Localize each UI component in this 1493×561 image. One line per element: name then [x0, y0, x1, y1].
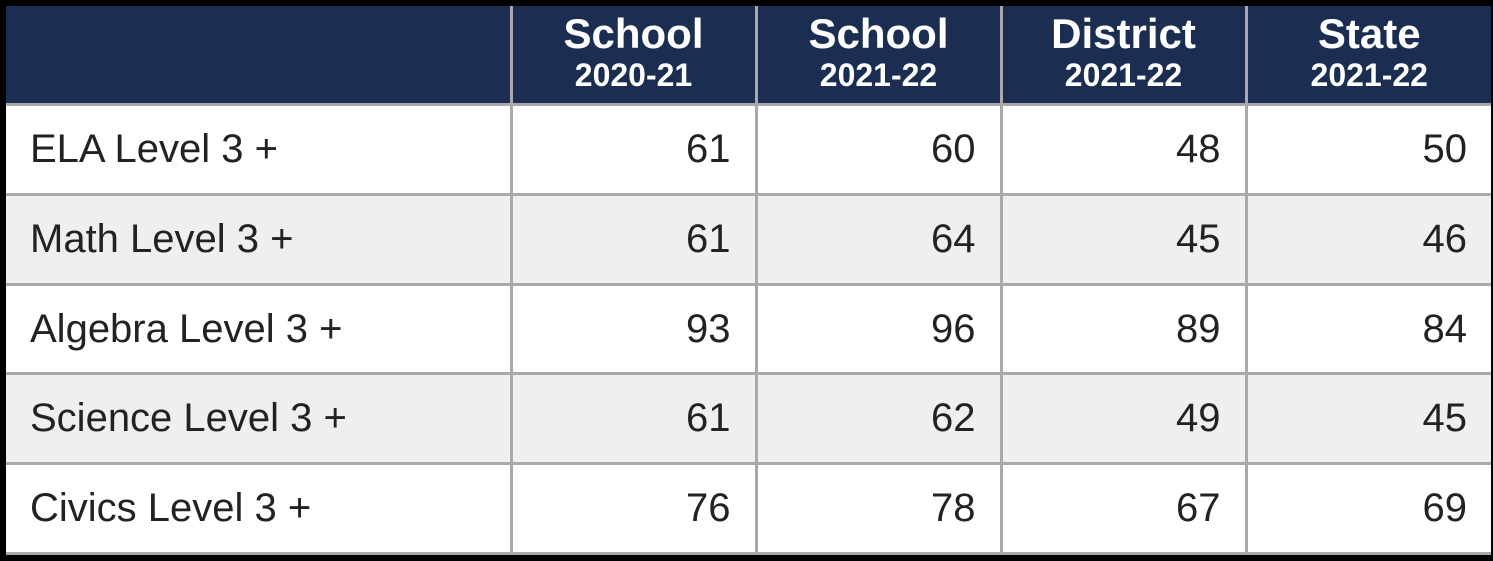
cell-value: 62	[756, 374, 1001, 464]
achievement-table: School 2020-21 School 2021-22 District 2…	[6, 6, 1491, 555]
table-header-row: School 2020-21 School 2021-22 District 2…	[6, 6, 1491, 105]
cell-value: 50	[1246, 105, 1491, 195]
cell-value: 89	[1001, 284, 1246, 374]
cell-value: 61	[511, 195, 756, 285]
cell-value: 61	[511, 105, 756, 195]
cell-value: 69	[1246, 464, 1491, 554]
column-header-title: District	[1011, 12, 1237, 56]
table-row: ELA Level 3 + 61 60 48 50	[6, 105, 1491, 195]
table-row: Math Level 3 + 61 64 45 46	[6, 195, 1491, 285]
cell-value: 48	[1001, 105, 1246, 195]
cell-value: 96	[756, 284, 1001, 374]
column-header-district-2021-22: District 2021-22	[1001, 6, 1246, 105]
cell-value: 61	[511, 374, 756, 464]
column-header-title: School	[521, 12, 747, 56]
column-header-title: State	[1256, 12, 1484, 56]
cell-value: 45	[1246, 374, 1491, 464]
cell-value: 78	[756, 464, 1001, 554]
column-header-metric	[6, 6, 511, 105]
table-body: ELA Level 3 + 61 60 48 50 Math Level 3 +…	[6, 105, 1491, 554]
column-header-title: School	[766, 12, 992, 56]
cell-value: 46	[1246, 195, 1491, 285]
cell-value: 64	[756, 195, 1001, 285]
column-header-subtitle: 2020-21	[521, 58, 747, 93]
row-label: Civics Level 3 +	[6, 464, 511, 554]
cell-value: 60	[756, 105, 1001, 195]
table-row: Algebra Level 3 + 93 96 89 84	[6, 284, 1491, 374]
row-label: Science Level 3 +	[6, 374, 511, 464]
column-header-subtitle: 2021-22	[1256, 58, 1484, 93]
cell-value: 45	[1001, 195, 1246, 285]
page-container: School 2020-21 School 2021-22 District 2…	[0, 0, 1493, 561]
column-header-school-2021-22: School 2021-22	[756, 6, 1001, 105]
row-label: Math Level 3 +	[6, 195, 511, 285]
cell-value: 93	[511, 284, 756, 374]
cell-value: 76	[511, 464, 756, 554]
table-row: Civics Level 3 + 76 78 67 69	[6, 464, 1491, 554]
row-label: Algebra Level 3 +	[6, 284, 511, 374]
table-row: Science Level 3 + 61 62 49 45	[6, 374, 1491, 464]
row-label: ELA Level 3 +	[6, 105, 511, 195]
table-header: School 2020-21 School 2021-22 District 2…	[6, 6, 1491, 105]
cell-value: 67	[1001, 464, 1246, 554]
cell-value: 49	[1001, 374, 1246, 464]
column-header-subtitle: 2021-22	[766, 58, 992, 93]
cell-value: 84	[1246, 284, 1491, 374]
column-header-state-2021-22: State 2021-22	[1246, 6, 1491, 105]
column-header-subtitle: 2021-22	[1011, 58, 1237, 93]
column-header-school-2020-21: School 2020-21	[511, 6, 756, 105]
